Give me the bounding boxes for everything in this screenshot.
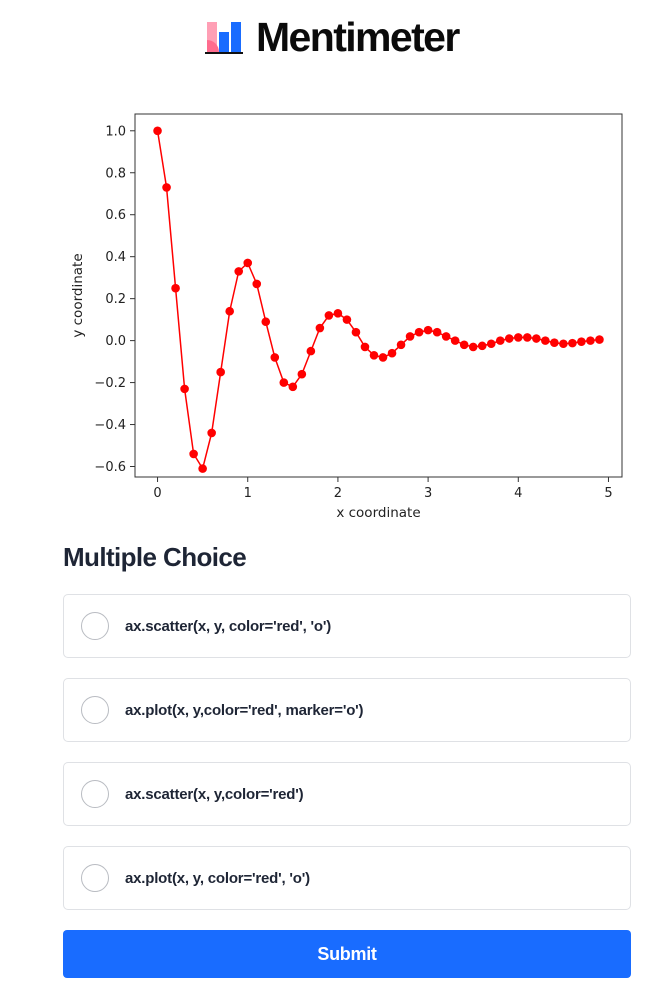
data-point [351,327,361,337]
data-point [207,428,216,438]
brand-name: Mentimeter [256,14,460,60]
option-1[interactable]: ax.scatter(x, y, color='red', 'o') [63,594,631,658]
data-point [234,267,244,276]
y-tick-label: −0.6 [94,460,126,475]
data-point [315,323,325,333]
x-tick-label: 5 [604,486,612,501]
data-point [559,339,568,349]
y-tick-label: 1.0 [105,124,126,139]
data-point [324,311,334,320]
data-point [414,327,424,337]
option-2[interactable]: ax.plot(x, y,color='red', marker='o') [63,678,631,742]
data-point [360,342,370,352]
data-point [441,332,451,341]
data-point [541,336,550,345]
option-label: ax.scatter(x, y,color='red') [125,785,304,803]
question-type-title: Multiple Choice [63,542,247,572]
data-point [180,384,189,394]
data-point [477,341,487,351]
options-list: ax.scatter(x, y, color='red', 'o') ax.pl… [63,594,631,930]
option-3[interactable]: ax.scatter(x, y,color='red') [63,762,631,826]
data-point [459,340,469,350]
data-point [243,258,253,268]
data-point [387,348,397,358]
data-point [523,333,532,342]
data-point [568,338,577,348]
data-point [369,351,379,360]
data-point [486,339,496,349]
x-tick-label: 2 [334,486,342,501]
data-point [288,382,298,392]
option-label: ax.plot(x, y,color='red', marker='o') [125,701,364,719]
data-point [342,315,352,324]
y-tick-label: 0.8 [105,166,126,181]
option-4[interactable]: ax.plot(x, y, color='red', 'o') [63,846,631,910]
radio-button[interactable] [81,696,109,724]
data-point [261,317,271,327]
data-point [378,353,388,362]
option-label: ax.scatter(x, y, color='red', 'o') [125,617,332,635]
data-point [504,334,514,343]
radio-button[interactable] [81,612,109,640]
data-point [270,353,280,362]
chart-canvas: 0 1 2 3 4 5 1.0 0.8 0.6 0.4 0.2 0.0 −0.2 −0.4 −0.6 x co… [70,113,623,521]
y-tick-label: 0.6 [105,208,126,223]
brand-header: Mentimeter [205,14,460,60]
option-label: ax.plot(x, y, color='red', 'o') [125,869,310,887]
data-point [333,309,343,318]
data-point [423,325,433,335]
data-point [405,332,415,341]
data-point [495,336,505,345]
line-chart: 0 1 2 3 4 5 1.0 0.8 0.6 0.4 0.2 0.0 −0.2 −0.4 −0.6 x co… [60,100,640,530]
x-axis-label: x coordinate [336,505,420,521]
data-point [532,334,541,343]
data-point [450,336,460,345]
y-tick-label: 0.0 [105,334,126,349]
data-point [432,327,442,337]
data-point [252,279,262,289]
plot-frame [134,113,623,478]
data-point [153,126,162,136]
data-point [216,367,225,377]
series-line [156,130,600,471]
y-tick-label: 0.4 [105,250,126,265]
data-point [577,337,586,346]
data-point [198,464,207,473]
data-point [550,338,559,348]
radio-button[interactable] [81,864,109,892]
submit-button[interactable]: Submit [63,930,631,978]
y-axis-label: y coordinate [70,253,86,337]
data-point [513,333,523,342]
x-tick-label: 1 [244,486,252,501]
y-tick-label: 0.2 [105,292,126,307]
data-point [396,340,406,350]
data-point [595,335,604,344]
data-point [279,378,289,387]
mentimeter-logo-icon [205,22,243,54]
x-tick-label: 4 [514,486,522,501]
data-point [306,346,316,356]
data-point [586,336,595,345]
x-tick-label: 0 [153,486,161,501]
data-point [225,306,234,316]
y-tick-label: −0.2 [94,376,126,391]
radio-button[interactable] [81,780,109,808]
data-point [297,369,307,379]
x-tick-label: 3 [424,486,432,501]
data-point [468,342,478,352]
data-point [189,449,198,459]
data-point [171,283,180,293]
y-tick-label: −0.4 [94,418,126,433]
data-point [162,183,171,192]
